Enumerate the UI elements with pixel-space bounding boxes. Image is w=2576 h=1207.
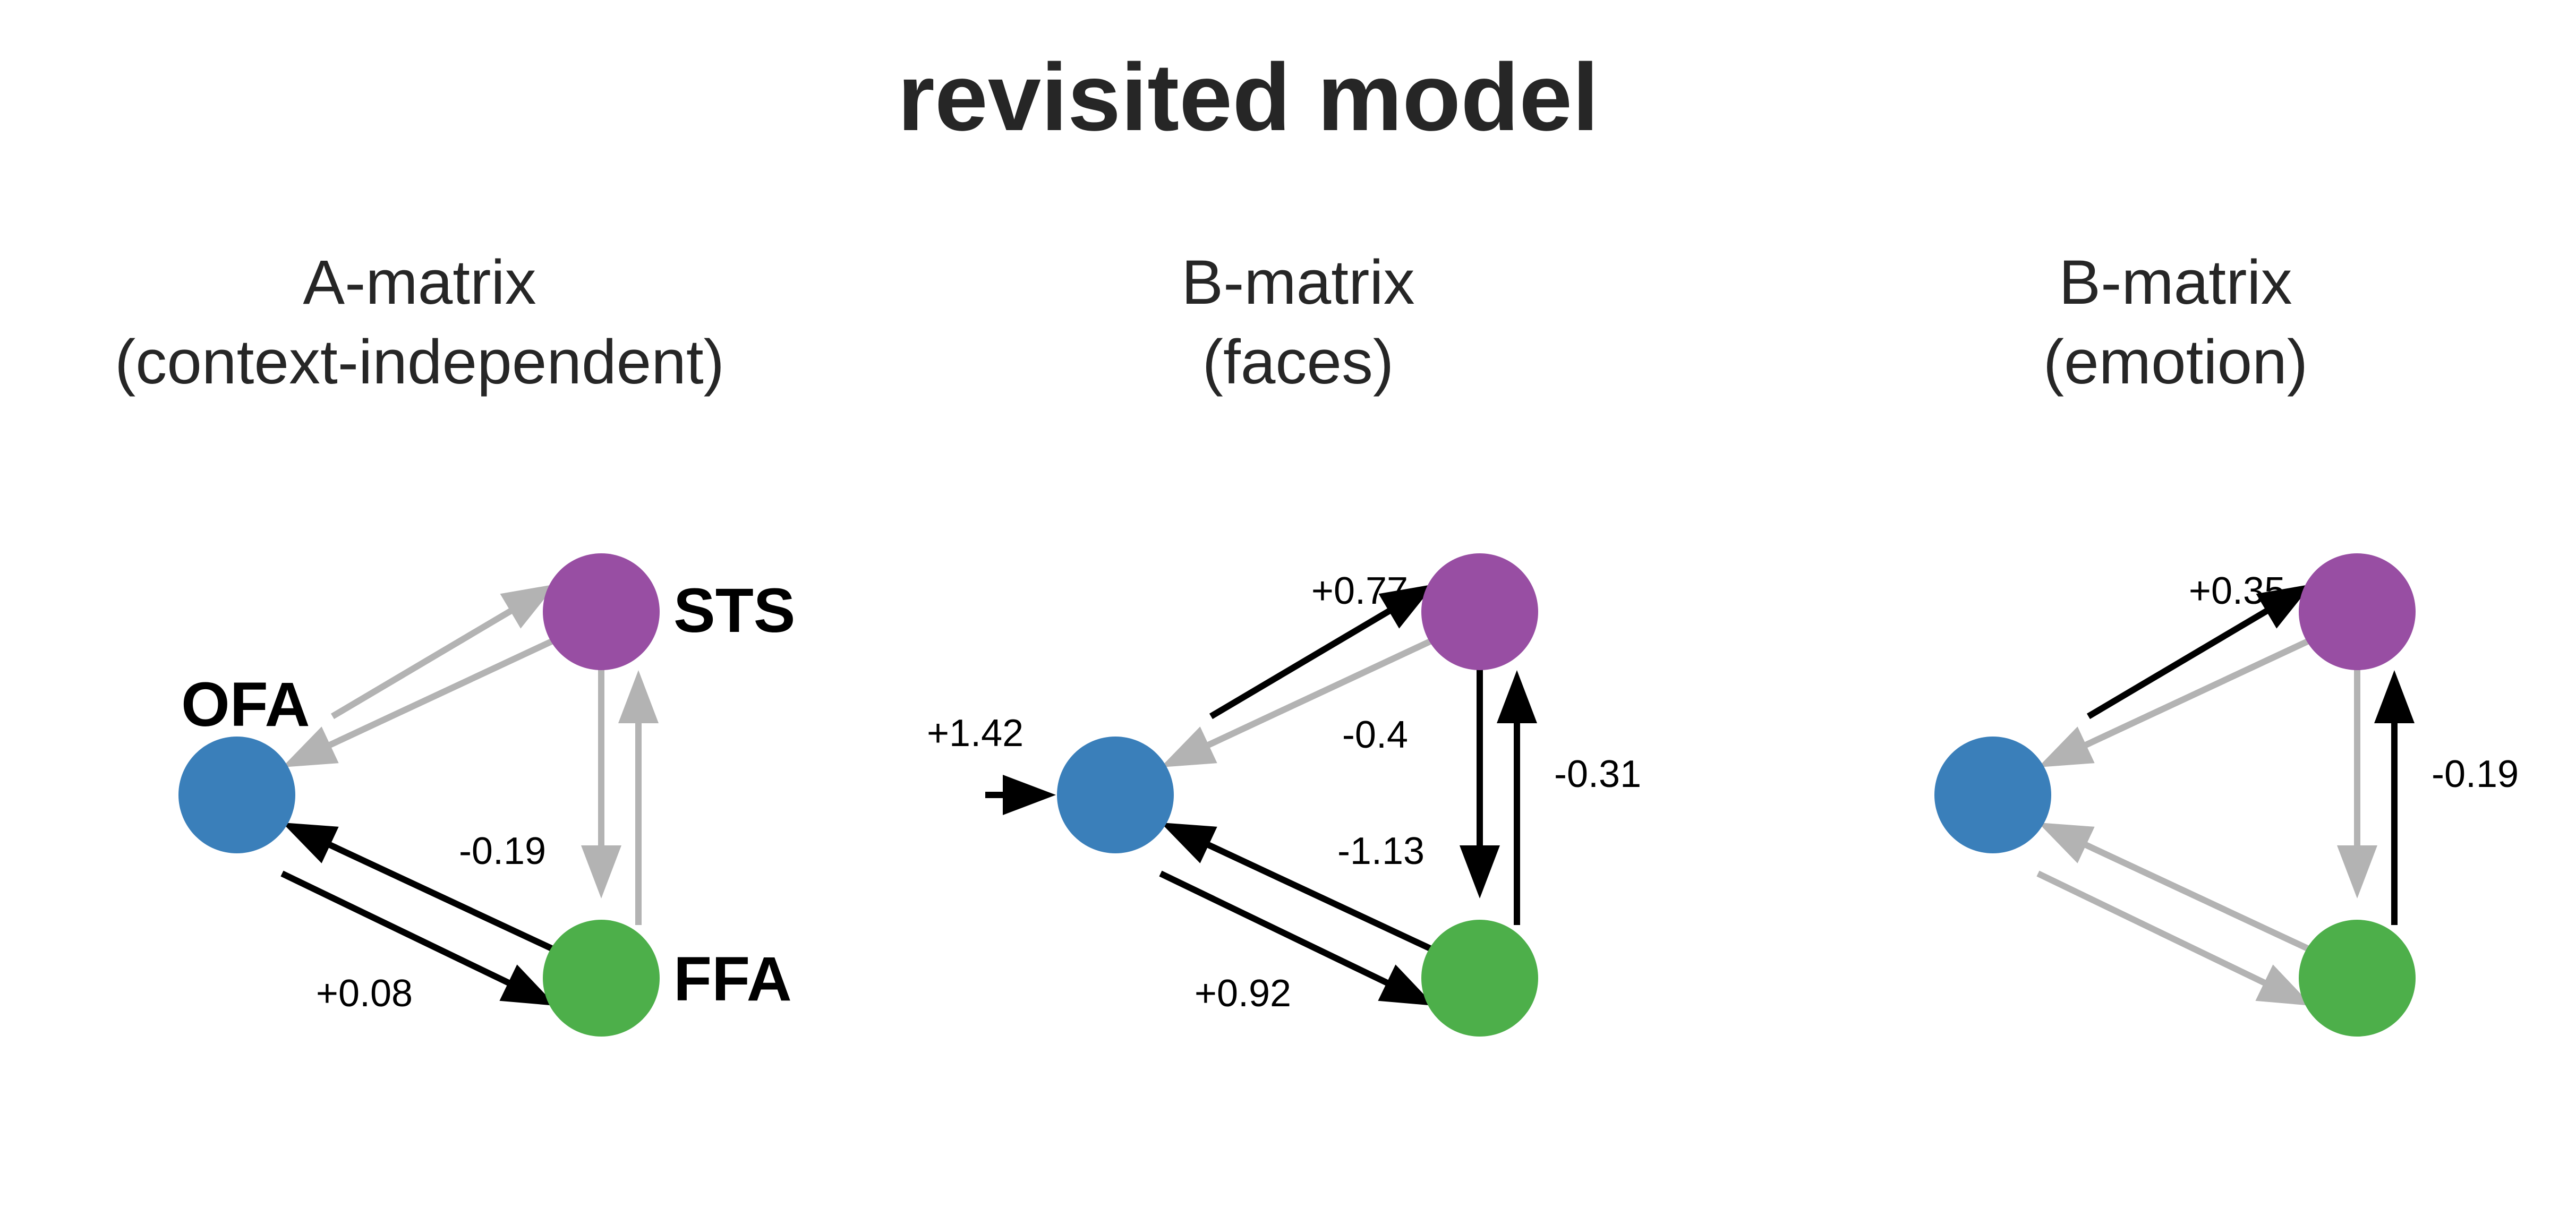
panel-title-line2: (context-independent) <box>115 327 724 397</box>
edge-ffa-to-sts-label: -0.31 <box>1554 753 1641 795</box>
edge-ofa-to-sts-label: +0.77 <box>1311 570 1408 612</box>
edge-sts-to-ofa-shaft <box>2083 636 2314 749</box>
node-ffa <box>2299 920 2416 1037</box>
edge-ofa-to-sts-shaft <box>1209 607 1393 720</box>
node-label-sts: STS <box>673 576 796 646</box>
edge-ffa-to-ofa <box>2038 823 2314 954</box>
edge-ofa-to-sts-arrowhead-icon <box>2256 584 2312 629</box>
edge-ffa-to-sts-label: -0.19 <box>2432 753 2519 795</box>
edge-ofa-to-ffa-label: +0.92 <box>1195 972 1291 1015</box>
edge-sts-to-ffa <box>2337 665 2377 898</box>
edge-ffa-to-sts-arrowhead-icon <box>2374 670 2415 723</box>
edge-ofa-to-ffa-arrowhead-icon <box>2255 964 2312 1006</box>
node-ofa <box>178 737 295 853</box>
edge-ffa-to-sts <box>1497 670 1537 925</box>
edge-ofa-to-sts-shaft <box>330 607 514 720</box>
edge-ofa-to-ffa <box>280 870 556 1006</box>
edge-sts-to-ofa-shaft <box>1205 636 1436 749</box>
edge-sts-to-ofa <box>1161 636 1436 767</box>
driving-input <box>985 775 1056 815</box>
edge-ofa-to-sts <box>330 584 556 720</box>
edge-sts-to-ffa-arrowhead-icon <box>2337 845 2377 898</box>
edge-ofa-to-ffa-shaft <box>1159 870 1391 987</box>
edge-ofa-to-ffa-arrowhead-icon <box>499 964 556 1006</box>
node-ofa <box>1057 737 1174 853</box>
panel-title-line2: (emotion) <box>2043 327 2308 397</box>
node-label-ffa: FFA <box>673 944 792 1014</box>
edge-ofa-to-ffa-arrowhead-icon <box>1378 964 1435 1006</box>
edge-ofa-to-ffa-shaft <box>280 870 512 987</box>
edge-ffa-to-ofa-label: -0.19 <box>459 830 546 872</box>
node-ofa <box>1934 737 2051 853</box>
edge-sts-to-ffa-arrowhead-icon <box>581 845 621 898</box>
edge-ffa-to-sts <box>2374 670 2415 925</box>
edge-sts-to-ofa <box>282 636 558 767</box>
panel-3: B-matrix (emotion) +0.35 -0.19 <box>1934 247 2519 1037</box>
edge-ffa-to-ofa-arrowhead-icon <box>1161 823 1217 863</box>
edge-sts-to-ffa <box>581 665 621 898</box>
edge-sts-to-ffa-arrowhead-icon <box>1460 845 1500 898</box>
panel-title-line1: B-matrix <box>2059 247 2292 318</box>
edge-ofa-to-sts-arrowhead-icon <box>1378 584 1435 629</box>
edge-ffa-to-sts <box>618 670 659 925</box>
edge-ofa-to-sts-label: +0.35 <box>2189 570 2285 612</box>
panel-1: A-matrix (context-independent) -0.19 +0.08 O… <box>115 247 796 1037</box>
driving-input-label: +1.42 <box>927 712 1023 755</box>
edge-ffa-to-ofa-arrowhead-icon <box>282 823 339 863</box>
node-sts <box>1421 553 1538 670</box>
edge-ffa-to-ofa <box>282 823 558 954</box>
node-ffa <box>543 920 660 1037</box>
edge-sts-to-ofa-shaft <box>327 636 558 749</box>
node-sts <box>2299 553 2416 670</box>
edge-ffa-to-ofa-shaft <box>327 841 558 954</box>
edge-ffa-to-sts-arrowhead-icon <box>1497 670 1537 723</box>
figure-title: revisited model <box>898 44 1599 151</box>
edge-ofa-to-sts-shaft <box>2086 607 2270 720</box>
panels: A-matrix (context-independent) -0.19 +0.08 O… <box>115 247 2519 1037</box>
edge-sts-to-ofa-arrowhead-icon <box>2038 726 2095 767</box>
panel-title-line1: B-matrix <box>1181 247 1414 318</box>
edge-ofa-to-sts <box>2086 584 2312 720</box>
driving-input-arrowhead-icon <box>1003 775 1056 815</box>
edge-ofa-to-sts-arrowhead-icon <box>500 584 556 629</box>
edge-sts-to-ofa-arrowhead-icon <box>282 726 339 767</box>
edge-ofa-to-ffa-shaft <box>2036 870 2268 987</box>
edge-ffa-to-ofa-label: -1.13 <box>1337 830 1425 872</box>
panel-title-line1: A-matrix <box>303 247 536 318</box>
edge-ffa-to-ofa-shaft <box>1205 841 1436 954</box>
edge-ffa-to-ofa-shaft <box>2083 841 2314 954</box>
edge-sts-to-ffa <box>1460 665 1500 898</box>
edge-sts-to-ofa-arrowhead-icon <box>1161 726 1217 767</box>
edge-ffa-to-ofa-arrowhead-icon <box>2038 823 2095 863</box>
node-label-ofa: OFA <box>181 670 310 740</box>
edge-ofa-to-ffa <box>1159 870 1435 1006</box>
panel-2: B-matrix (faces) +0.77 -0.4 -0.31 -1.13 +0.92 +… <box>927 247 1641 1037</box>
node-ffa <box>1421 920 1538 1037</box>
panel-title-line2: (faces) <box>1202 327 1394 397</box>
edge-ofa-to-ffa <box>2036 870 2312 1006</box>
edge-ffa-to-ofa <box>1161 823 1436 954</box>
edge-ffa-to-sts-arrowhead-icon <box>618 670 659 723</box>
edge-sts-to-ffa-label: -0.4 <box>1342 714 1408 756</box>
edge-sts-to-ofa <box>2038 636 2314 767</box>
edge-ofa-to-sts <box>1209 584 1435 720</box>
edge-ofa-to-ffa-label: +0.08 <box>316 972 413 1015</box>
node-sts <box>543 553 660 670</box>
